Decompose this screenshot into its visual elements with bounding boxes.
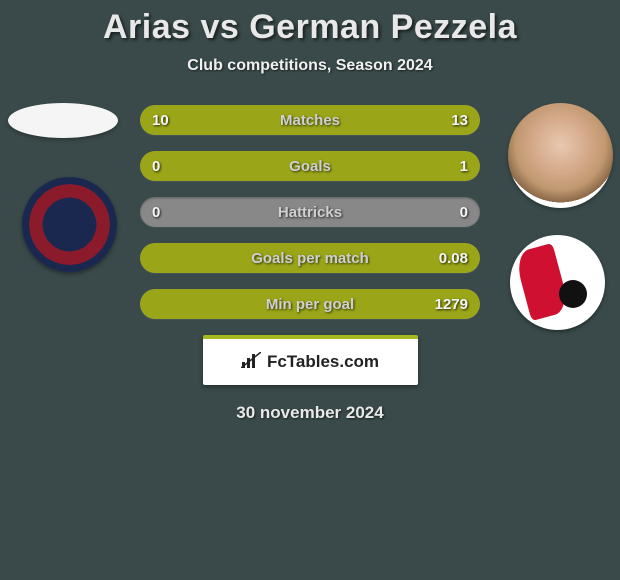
source-badge-text: FcTables.com <box>267 352 379 372</box>
stat-bars: 1013Matches 01Goals 00Hattricks 0.08Goals p… <box>140 105 480 319</box>
chart-bars-icon <box>241 352 261 373</box>
stat-row: 1279Min per goal <box>140 289 480 319</box>
stat-row: 0.08Goals per match <box>140 243 480 273</box>
date-text: 30 november 2024 <box>0 403 620 423</box>
source-badge: FcTables.com <box>203 335 418 385</box>
stat-row: 01Goals <box>140 151 480 181</box>
stat-label: Hattricks <box>140 197 480 227</box>
subtitle: Club competitions, Season 2024 <box>0 57 620 75</box>
club-right-badge <box>510 235 605 330</box>
stat-label: Goals per match <box>140 243 480 273</box>
stat-label: Matches <box>140 105 480 135</box>
stat-row: 1013Matches <box>140 105 480 135</box>
comparison-card: Arias vs German Pezzela Club competition… <box>0 0 620 423</box>
stat-label: Goals <box>140 151 480 181</box>
player-right-avatar <box>508 103 613 208</box>
page-title: Arias vs German Pezzela <box>0 8 620 47</box>
stat-label: Min per goal <box>140 289 480 319</box>
club-left-badge <box>22 177 117 272</box>
player-left-avatar <box>8 103 118 138</box>
stats-area: 1013Matches 01Goals 00Hattricks 0.08Goals p… <box>0 105 620 423</box>
stat-row: 00Hattricks <box>140 197 480 227</box>
